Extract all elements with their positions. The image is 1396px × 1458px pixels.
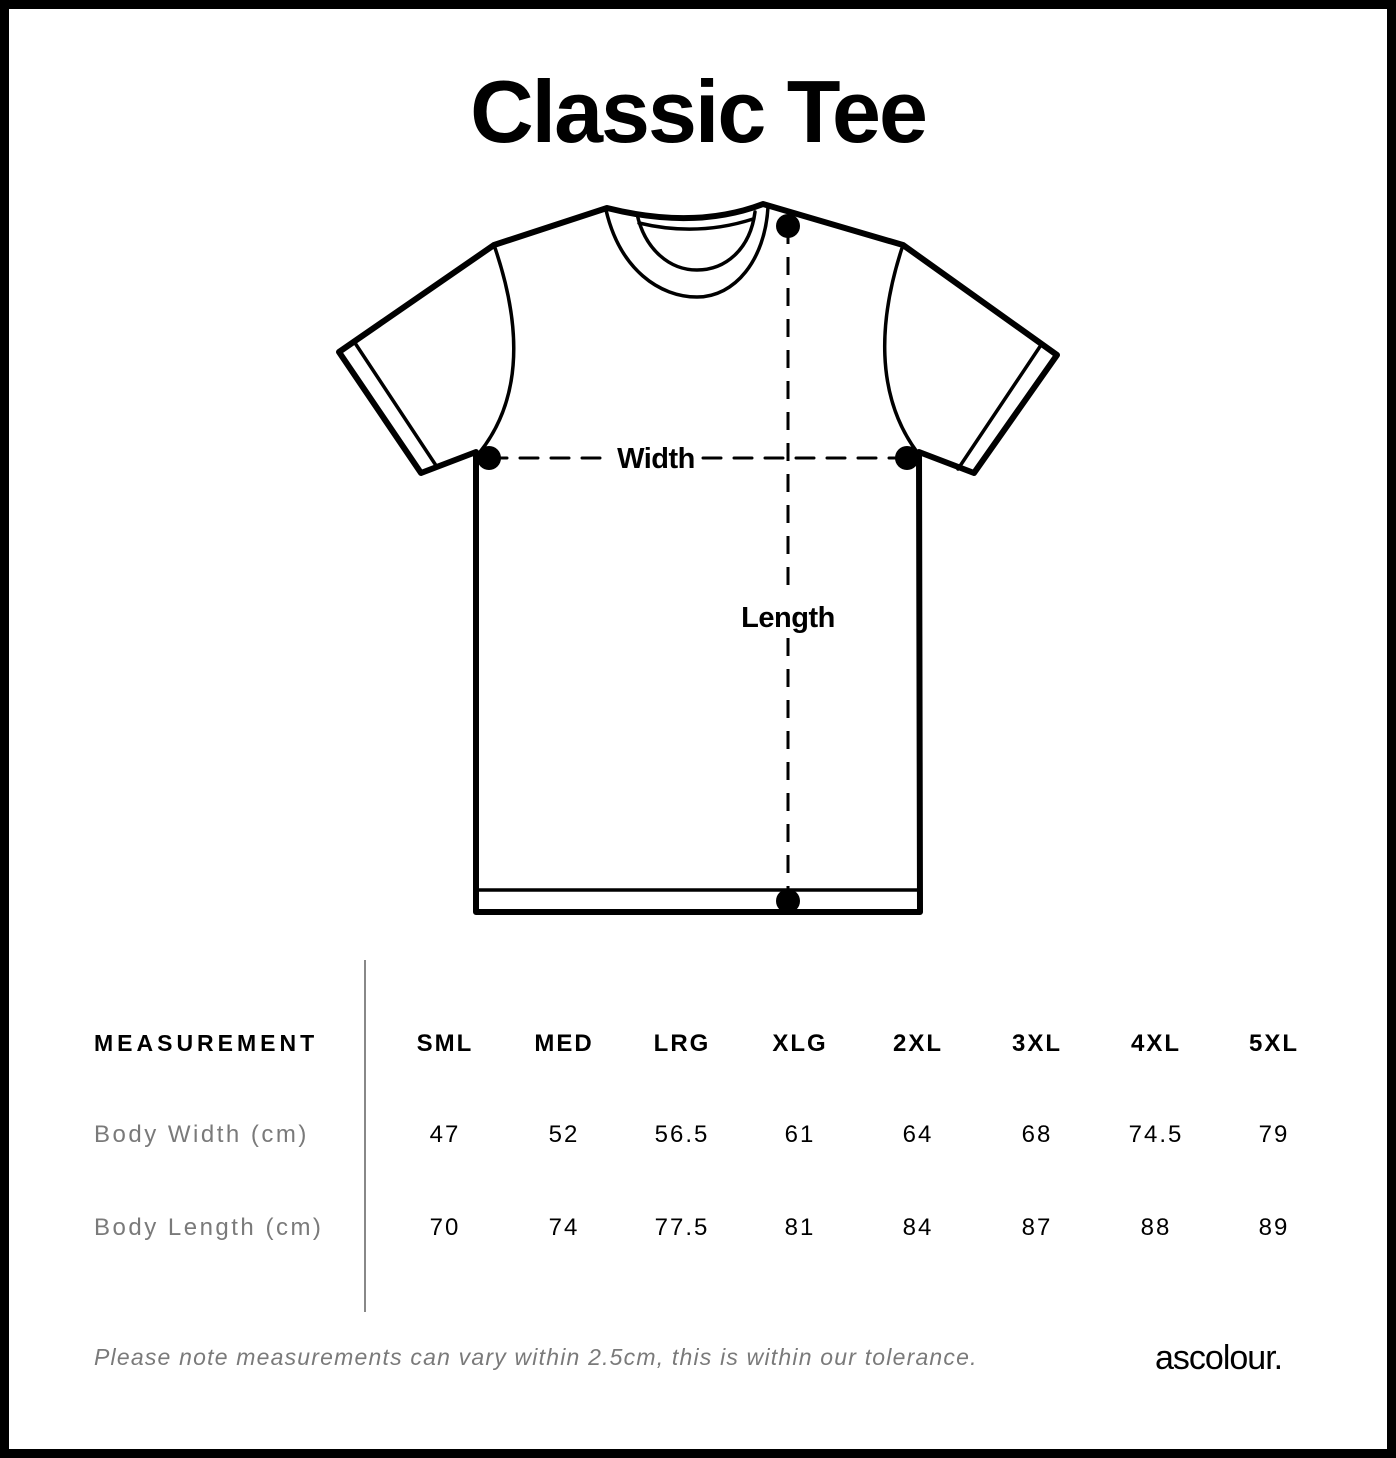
width-dot-left xyxy=(477,446,501,470)
size-header-4xl: 4XL xyxy=(1130,1030,1181,1057)
measurement-header: MEASUREMENT xyxy=(94,1030,319,1056)
size-header-3xl: 3XL xyxy=(1011,1030,1062,1057)
table-cell: 74 xyxy=(548,1214,580,1241)
row-label: Body Width (cm) xyxy=(94,1121,309,1148)
collar-inner xyxy=(635,210,757,272)
table-cell: 88 xyxy=(1140,1214,1172,1241)
size-header-sml: SML xyxy=(416,1030,474,1057)
table-cell: 70 xyxy=(429,1214,461,1241)
table-cell: 89 xyxy=(1258,1214,1290,1241)
size-header-xlg: XLG xyxy=(772,1030,828,1057)
table-cell: 64 xyxy=(902,1121,934,1148)
length-dot-top xyxy=(776,214,800,238)
table-cell: 77.5 xyxy=(654,1214,710,1241)
tolerance-note: Please note measurements can vary within… xyxy=(94,1344,978,1370)
width-label: Width xyxy=(617,443,695,475)
row-label: Body Length (cm) xyxy=(94,1214,324,1241)
table-cell: 68 xyxy=(1021,1121,1053,1148)
length-dot-bottom xyxy=(776,889,800,913)
table-cell: 87 xyxy=(1021,1214,1053,1241)
tee-outline xyxy=(336,201,1060,915)
left-cuff-line xyxy=(353,341,439,469)
table-cell: 79 xyxy=(1258,1121,1290,1148)
size-header-2xl: 2XL xyxy=(892,1030,943,1057)
table-cell: 74.5 xyxy=(1128,1121,1184,1148)
brand-logo: ascolour. xyxy=(1155,1339,1283,1377)
size-header-lrg: LRG xyxy=(653,1030,711,1057)
table-cell: 56.5 xyxy=(654,1121,710,1148)
table-cell: 52 xyxy=(548,1121,580,1148)
table-cell: 47 xyxy=(429,1121,461,1148)
collar-outer xyxy=(604,205,770,299)
width-dot-right xyxy=(895,446,919,470)
size-header-med: MED xyxy=(534,1030,594,1057)
table-cell: 61 xyxy=(784,1121,816,1148)
left-armhole xyxy=(478,243,516,454)
right-armhole xyxy=(882,243,919,454)
right-cuff-line xyxy=(956,343,1043,471)
length-label: Length xyxy=(741,602,835,634)
table-divider xyxy=(364,960,366,1312)
size-header-5xl: 5XL xyxy=(1248,1030,1299,1057)
collar-seam xyxy=(637,217,755,231)
table-cell: 84 xyxy=(902,1214,934,1241)
page-title: Classic Tee xyxy=(470,62,928,161)
table-cell: 81 xyxy=(784,1214,816,1241)
